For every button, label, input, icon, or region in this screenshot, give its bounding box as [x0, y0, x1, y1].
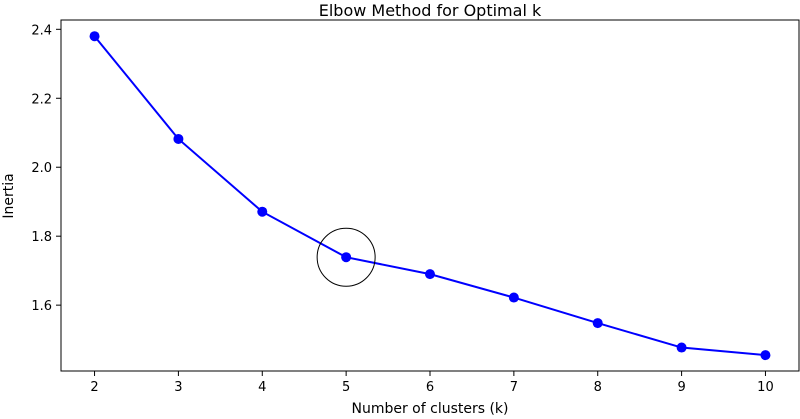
y-tick-label: 1.6 [31, 299, 52, 314]
y-tick-label: 2.4 [31, 23, 52, 38]
x-tick-label: 6 [426, 380, 434, 395]
data-point-marker [89, 31, 100, 42]
x-tick-label: 10 [757, 380, 774, 395]
x-axis-title: Number of clusters (k) [351, 401, 508, 417]
x-tick-label: 2 [90, 380, 98, 395]
x-tick-label: 3 [174, 380, 182, 395]
data-point-marker [760, 350, 771, 361]
y-axis: 1.6 1.8 2.0 2.2 2.4 [31, 23, 61, 314]
y-axis-title: Inertia [1, 173, 17, 218]
x-tick-label: 7 [510, 380, 518, 395]
x-tick-label: 9 [677, 380, 685, 395]
data-point-marker [676, 342, 687, 353]
data-point-marker [257, 206, 268, 217]
chart-title: Elbow Method for Optimal k [319, 1, 542, 20]
data-point-marker [508, 292, 519, 303]
annotation-layer [316, 227, 376, 287]
x-tick-label: 4 [258, 380, 266, 395]
y-tick-label: 2.0 [31, 161, 52, 176]
x-tick-label: 8 [594, 380, 602, 395]
y-tick-label: 2.2 [31, 92, 52, 107]
x-axis: 2 3 4 5 6 7 8 9 10 [90, 371, 774, 395]
data-point-marker [592, 318, 603, 329]
plot-area-frame [60, 19, 800, 372]
series-line [93, 35, 766, 357]
elbow-highlight-circle [316, 227, 376, 287]
data-point-marker [341, 252, 352, 263]
x-tick-label: 5 [342, 380, 350, 395]
data-point-marker [173, 133, 184, 144]
series-layer [89, 31, 771, 361]
y-tick-label: 1.8 [31, 230, 52, 245]
data-point-marker [425, 269, 435, 280]
